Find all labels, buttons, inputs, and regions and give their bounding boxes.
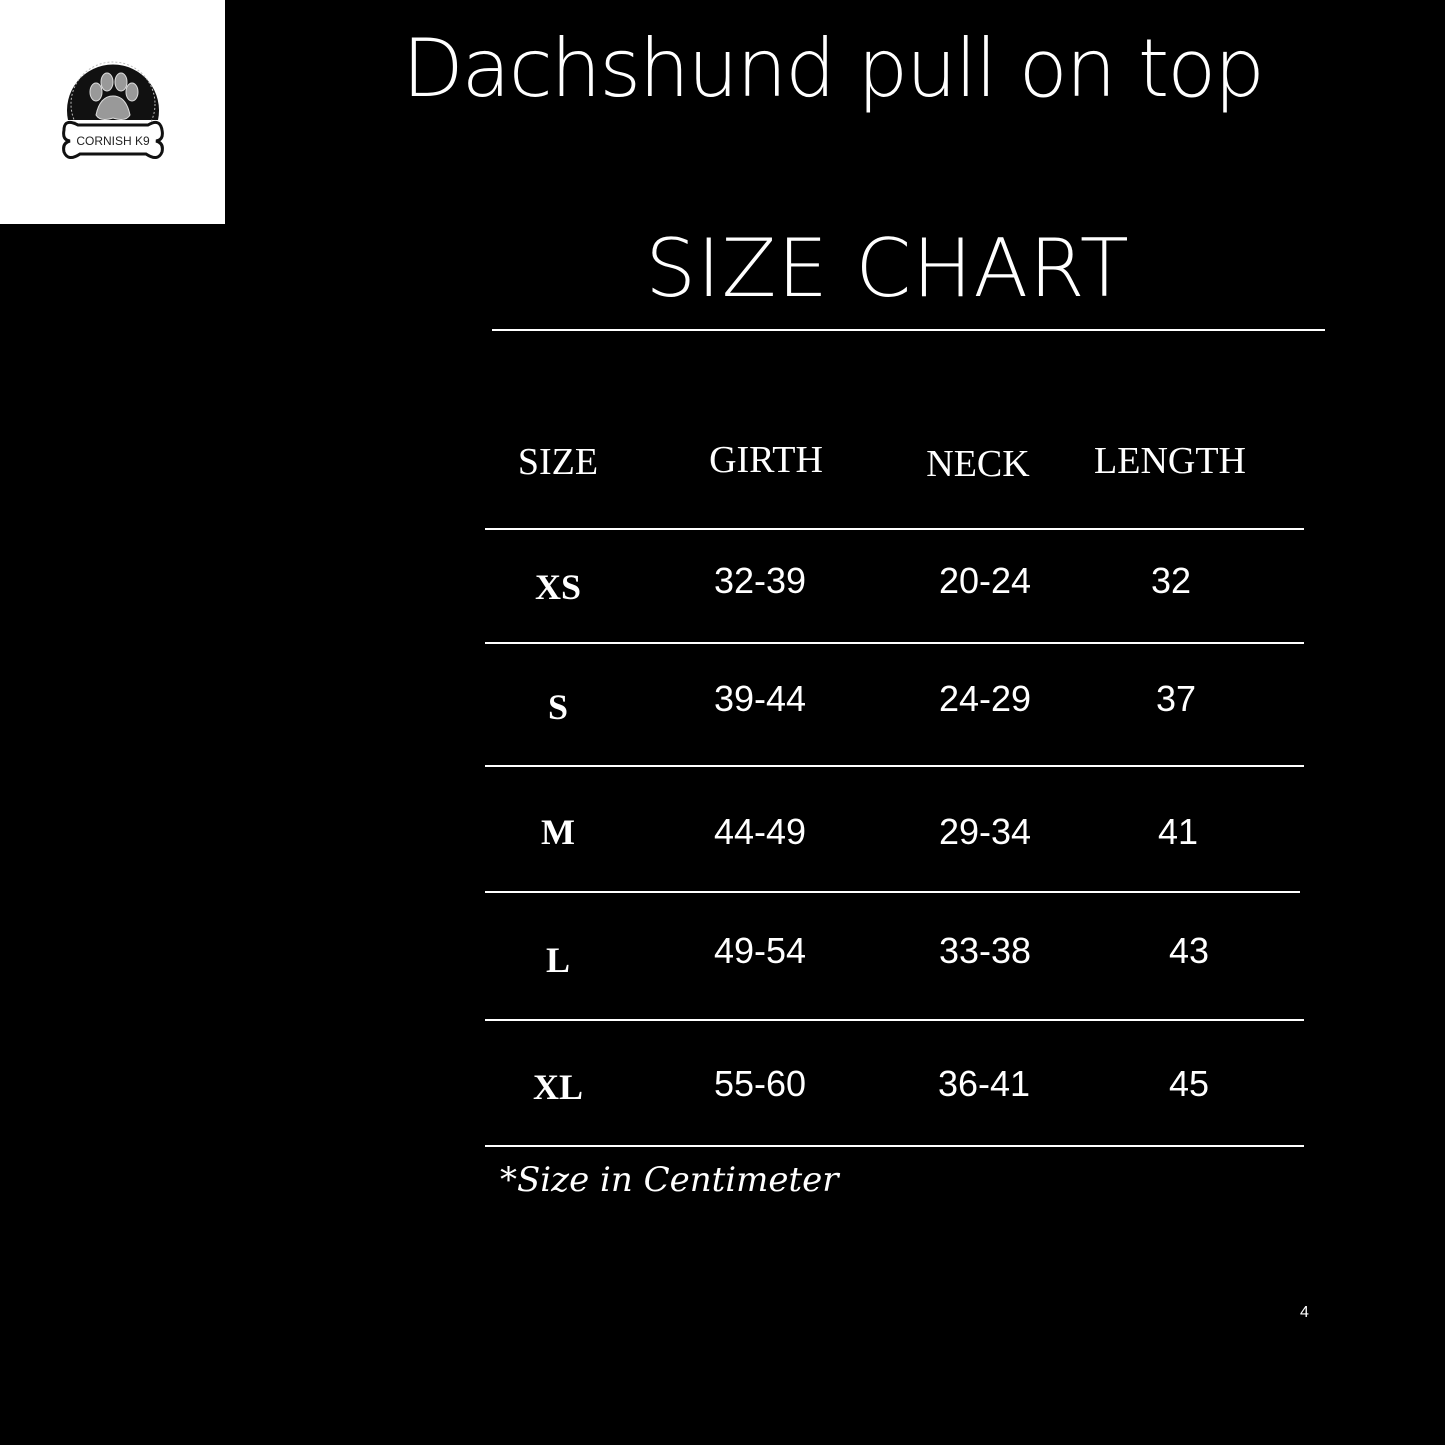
girth-cell: 39-44 xyxy=(713,678,807,719)
length-cell: 43 xyxy=(1168,930,1210,971)
size-cell: XS xyxy=(534,567,582,607)
neck-cell: 36-41 xyxy=(937,1063,1031,1104)
neck-cell: 24-29 xyxy=(938,678,1032,719)
girth-cell: 55-60 xyxy=(713,1063,807,1104)
row-divider xyxy=(485,891,1300,893)
page-number: 4 xyxy=(1300,1304,1309,1321)
size-cell: L xyxy=(545,940,571,980)
row-divider xyxy=(485,642,1304,644)
size-cell: XL xyxy=(532,1067,584,1107)
page-subtitle: SIZE CHART xyxy=(645,222,1130,315)
row-divider xyxy=(485,1145,1304,1147)
unit-note: *Size in Centimeter xyxy=(500,1160,839,1200)
length-cell: 41 xyxy=(1157,811,1199,852)
logo-text: CORNISH K9 xyxy=(76,134,150,148)
row-divider xyxy=(485,765,1304,767)
size-cell: S xyxy=(547,687,569,727)
header-girth: GIRTH xyxy=(709,439,823,481)
row-divider xyxy=(485,1019,1304,1021)
length-cell: 37 xyxy=(1155,678,1197,719)
girth-cell: 32-39 xyxy=(713,560,807,601)
girth-cell: 49-54 xyxy=(713,930,807,971)
page-title: Dachshund pull on top xyxy=(402,22,1265,115)
girth-cell: 44-49 xyxy=(713,811,807,852)
length-cell: 45 xyxy=(1168,1063,1210,1104)
header-size: SIZE xyxy=(517,441,599,483)
length-cell: 32 xyxy=(1150,560,1192,601)
header-neck: NECK xyxy=(926,443,1030,485)
neck-cell: 33-38 xyxy=(938,930,1032,971)
neck-cell: 29-34 xyxy=(938,811,1032,852)
size-cell: M xyxy=(541,812,575,852)
neck-cell: 20-24 xyxy=(938,560,1032,601)
title-divider xyxy=(492,329,1325,331)
paw-bone-logo-icon: CORNISH K9 xyxy=(62,61,164,159)
header-length: LENGTH xyxy=(1094,440,1246,482)
logo: CORNISH K9 xyxy=(0,0,225,224)
row-divider xyxy=(485,528,1304,530)
